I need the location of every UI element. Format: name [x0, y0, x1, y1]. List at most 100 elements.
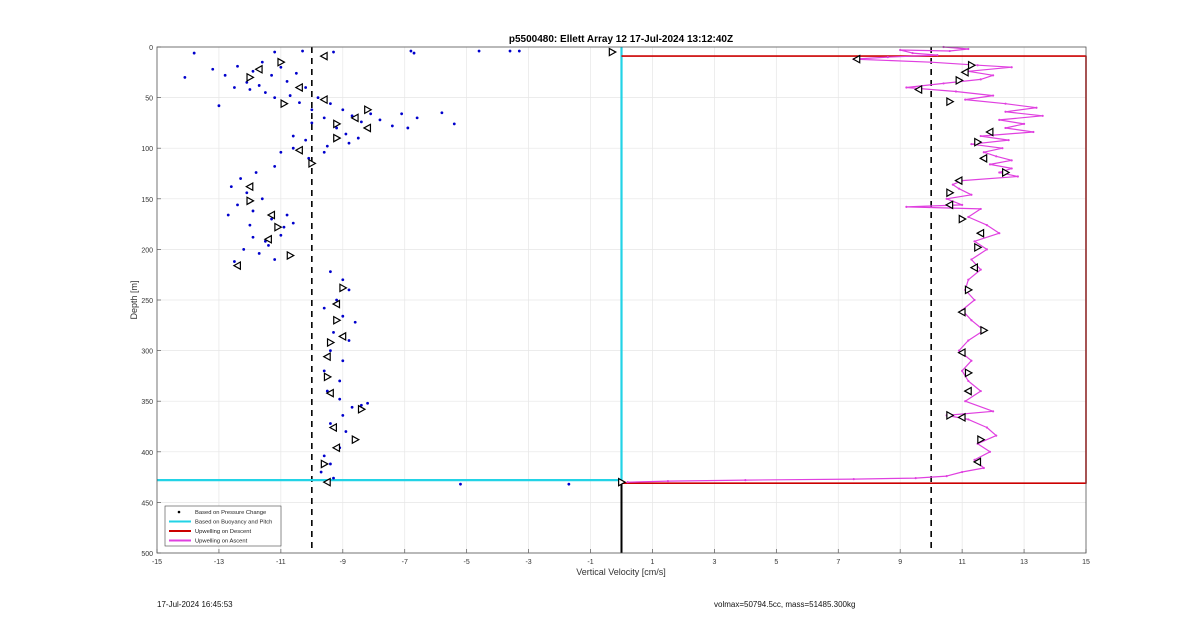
pressure-point — [298, 101, 301, 105]
x-tick-label: 11 — [958, 559, 965, 566]
pressure-point — [270, 217, 273, 221]
ascent-point — [973, 458, 976, 461]
direction-marker — [331, 299, 341, 309]
pressure-point — [307, 156, 311, 160]
pressure-point — [359, 403, 363, 407]
ascent-point — [998, 171, 1001, 174]
direction-marker — [325, 388, 334, 398]
ascent-point — [886, 56, 889, 59]
pressure-point — [251, 69, 255, 73]
direction-marker — [957, 307, 966, 317]
pressure-point — [226, 213, 230, 217]
direction-marker — [974, 242, 983, 252]
pressure-point — [378, 118, 382, 122]
pressure-point — [236, 64, 239, 68]
pressure-point — [248, 88, 252, 91]
x-tick-label: 13 — [1020, 559, 1028, 566]
legend-label: Based on Pressure Change — [195, 510, 266, 516]
footer-mass-info: volmax=50794.5cc, mass=51485.300kg — [714, 600, 856, 609]
x-tick-label: -3 — [525, 559, 531, 566]
direction-marker — [357, 404, 367, 414]
direction-marker — [351, 435, 361, 445]
ascent-point — [930, 61, 933, 64]
ascent-point — [936, 53, 939, 57]
direction-marker — [362, 123, 372, 133]
pressure-point — [304, 138, 308, 142]
pressure-point — [310, 108, 314, 112]
direction-marker — [328, 422, 337, 433]
pressure-point — [301, 49, 304, 53]
x-tick-label: -1 — [587, 559, 593, 566]
ascent-point — [970, 319, 973, 322]
ascent-point — [1004, 110, 1007, 113]
direction-marker — [980, 325, 989, 335]
ascent-point — [967, 418, 970, 421]
pressure-point — [223, 73, 227, 77]
ascent-point — [945, 474, 948, 478]
y-tick-label: 350 — [141, 399, 153, 406]
direction-marker — [319, 95, 328, 105]
x-tick-label: 5 — [774, 559, 778, 566]
y-tick-labels: 0 50 100 150 200 250 300 350 400 450 500 — [141, 45, 153, 558]
ascent-point — [979, 134, 982, 138]
direction-marker — [263, 234, 272, 244]
pressure-point — [291, 221, 295, 225]
direction-marker — [1002, 167, 1011, 178]
pressure-point — [288, 94, 292, 97]
direction-marker — [946, 188, 955, 198]
ascent-point — [988, 450, 992, 453]
direction-marker — [963, 386, 972, 396]
pressure-point — [329, 349, 332, 352]
pressure-point — [310, 121, 314, 125]
y-tick-label: 450 — [141, 500, 153, 507]
y-tick-label: 100 — [141, 146, 153, 153]
direction-marker — [944, 200, 954, 210]
ascent-point — [992, 410, 995, 413]
pressure-point — [217, 104, 221, 108]
direction-marker — [294, 82, 303, 93]
pressure-point — [242, 248, 246, 251]
direction-marker — [323, 372, 333, 382]
ascent-point — [666, 480, 670, 483]
ascent-point — [1010, 167, 1013, 170]
pressure-point — [344, 430, 348, 433]
pressure-point — [254, 171, 258, 174]
legend-label: Based on Buoyancy and Pitch — [195, 520, 272, 526]
ascent-point — [1001, 147, 1004, 150]
ascent-point — [1041, 114, 1044, 117]
direction-marker — [333, 119, 342, 129]
pressure-point — [350, 405, 354, 409]
x-tick-label: 1 — [651, 559, 655, 566]
y-tick-label: 250 — [141, 298, 153, 305]
legend-swatch-dot — [177, 510, 181, 514]
pressure-point — [332, 476, 335, 480]
ascent-point — [985, 224, 989, 227]
ascent-point — [973, 298, 976, 302]
direction-marker — [913, 84, 923, 95]
pressure-point — [359, 120, 363, 124]
y-tick-label: 50 — [145, 96, 153, 103]
pressure-point — [406, 126, 410, 130]
direction-marker — [274, 222, 283, 232]
pressure-point — [332, 330, 335, 334]
ascent-point — [899, 48, 902, 52]
pressure-point — [341, 359, 345, 363]
direction-marker — [337, 331, 347, 342]
direction-marker — [254, 64, 263, 74]
pressure-point — [335, 298, 339, 302]
direction-marker — [954, 175, 963, 186]
pressure-point — [329, 462, 332, 466]
ascent-point — [905, 205, 908, 208]
direction-marker — [955, 75, 964, 86]
direction-marker — [964, 285, 974, 295]
ascent-point — [982, 151, 985, 154]
direction-marker — [852, 54, 861, 64]
direction-marker — [326, 337, 336, 348]
pressure-point — [239, 177, 243, 180]
x-tick-label: -13 — [214, 559, 224, 566]
pressure-point — [353, 320, 357, 324]
pressure-point — [285, 213, 289, 217]
y-axis-label: Depth [m] — [129, 280, 139, 319]
ascent-point — [998, 232, 1001, 235]
